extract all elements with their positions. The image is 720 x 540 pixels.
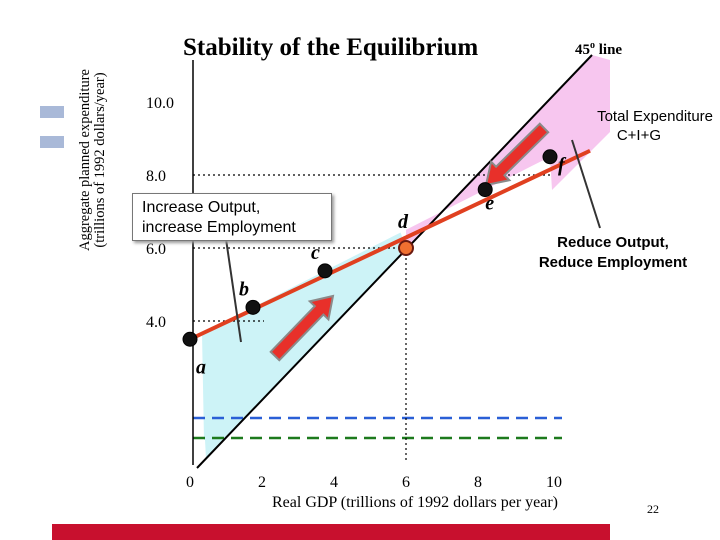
arrow-increase-output xyxy=(269,294,335,362)
x-tick-10: 10 xyxy=(546,474,562,491)
x-tick-0: 0 xyxy=(186,474,194,491)
total-expenditure-line2: C+I+G xyxy=(616,127,661,144)
increase-line1: Increase Output, xyxy=(142,199,261,216)
increase-output-callout: Increase Output, increase Employment xyxy=(132,193,332,241)
total-expenditure-line1: Total Expenditure xyxy=(597,108,713,125)
point-label-a: a xyxy=(196,356,206,378)
slide-title: Stability of the Equilibrium xyxy=(183,34,479,61)
slide-number: 22 xyxy=(647,502,659,516)
point-label-f: f xyxy=(558,154,567,176)
point-f xyxy=(542,149,558,165)
line45-suffix: line xyxy=(595,42,623,58)
point-a xyxy=(182,331,198,347)
y-tick-4-0: 4.0 xyxy=(146,314,166,331)
point-e xyxy=(477,182,493,198)
line45-label: 45o line xyxy=(575,40,622,59)
point-label-d: d xyxy=(398,211,409,233)
reduce-line1: Reduce Output, xyxy=(557,234,669,251)
line-45-degree xyxy=(196,54,593,469)
reduce-line2: Reduce Employment xyxy=(538,254,688,271)
point-c xyxy=(317,263,333,279)
y-tick-10-0: 10.0 xyxy=(146,95,174,112)
sidebar-bar xyxy=(40,136,64,148)
x-tick-8: 8 xyxy=(474,474,482,491)
arrow-reduce-output xyxy=(484,122,550,187)
y-tick-6-0: 6.0 xyxy=(146,241,166,258)
x-tick-6: 6 xyxy=(402,474,410,491)
increase-line2: increase Employment xyxy=(142,219,296,236)
pointer-reduce xyxy=(571,139,601,229)
y-tick-8-0: 8.0 xyxy=(146,168,166,185)
pointer-increase xyxy=(225,238,242,343)
point-label-c: c xyxy=(311,242,320,264)
reduce-output-label: Reduce Output, Reduce Employment xyxy=(513,233,713,273)
point-d xyxy=(398,240,414,256)
point-label-b: b xyxy=(239,278,249,300)
excess-output-region xyxy=(406,55,610,248)
point-label-e: e xyxy=(485,193,494,215)
line45-number: 45 xyxy=(575,42,590,58)
x-tick-2: 2 xyxy=(258,474,266,491)
degree-symbol: o xyxy=(590,40,595,51)
x-tick-4: 4 xyxy=(330,474,338,491)
point-b xyxy=(245,299,261,315)
accent-bar xyxy=(52,524,610,540)
x-axis-label: Real GDP (trillions of 1992 dollars per … xyxy=(272,494,559,511)
sidebar-bar xyxy=(40,106,64,118)
total-expenditure-label: Total Expenditure C+I+G xyxy=(563,107,713,145)
excess-spending-region xyxy=(202,232,406,459)
